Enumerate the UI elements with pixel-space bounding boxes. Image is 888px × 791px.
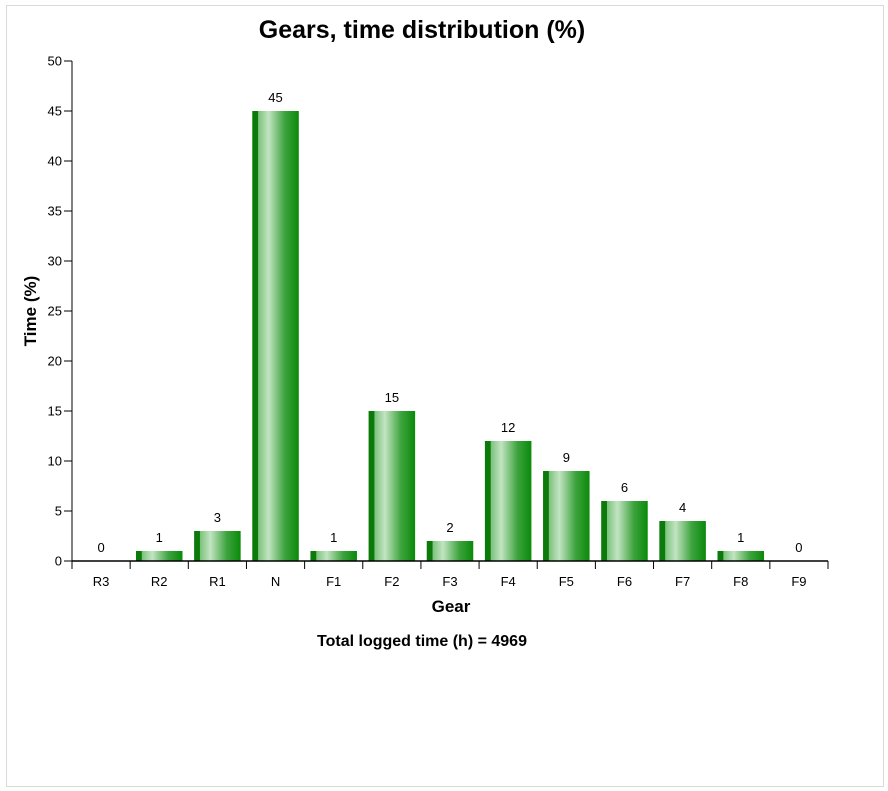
x-tick-label: R2 <box>151 574 168 589</box>
x-axis-title: Gear <box>432 597 471 616</box>
y-tick-label: 40 <box>48 154 62 169</box>
x-tick-label: R1 <box>209 574 226 589</box>
chart-frame <box>6 5 884 787</box>
data-label: 0 <box>97 540 104 555</box>
bar-f3 <box>426 541 474 561</box>
y-tick-label: 5 <box>55 504 62 519</box>
x-tick-label: N <box>271 574 280 589</box>
y-tick-label: 0 <box>55 554 62 569</box>
x-tick-label: F3 <box>442 574 457 589</box>
data-label: 3 <box>214 510 221 525</box>
x-tick-label: F9 <box>791 574 806 589</box>
data-label: 45 <box>268 90 282 105</box>
x-tick-label: F6 <box>617 574 632 589</box>
bar-f4 <box>484 441 532 561</box>
bar-f2 <box>368 411 416 561</box>
data-label: 1 <box>156 530 163 545</box>
x-tick-label: R3 <box>93 574 110 589</box>
data-label: 15 <box>385 390 399 405</box>
bar-f1 <box>310 551 357 561</box>
y-axis-title: Time (%) <box>21 276 40 347</box>
y-tick-label: 35 <box>48 204 62 219</box>
data-label: 12 <box>501 420 515 435</box>
data-label: 1 <box>330 530 337 545</box>
bar-f5 <box>543 471 590 561</box>
data-label: 0 <box>795 540 802 555</box>
total-logged-time: Total logged time (h) = 4969 <box>317 633 527 650</box>
x-tick-label: F4 <box>501 574 516 589</box>
y-tick-label: 15 <box>48 404 62 419</box>
x-tick-label: F8 <box>733 574 748 589</box>
x-tick-label: F7 <box>675 574 690 589</box>
y-tick-label: 25 <box>48 304 62 319</box>
bar-f6 <box>601 501 648 561</box>
bar-f7 <box>659 521 706 561</box>
y-tick-label: 20 <box>48 354 62 369</box>
bar-n <box>252 111 299 561</box>
data-label: 6 <box>621 480 628 495</box>
data-label: 4 <box>679 500 686 515</box>
data-label: 1 <box>737 530 744 545</box>
y-tick-label: 45 <box>48 104 62 119</box>
x-tick-label: F5 <box>559 574 574 589</box>
x-tick-label: F1 <box>326 574 341 589</box>
bar-r2 <box>135 551 183 561</box>
y-tick-label: 30 <box>48 254 62 269</box>
chart-title: Gears, time distribution (%) <box>259 16 585 44</box>
bar-f8 <box>717 551 765 561</box>
data-label: 2 <box>446 520 453 535</box>
y-tick-label: 50 <box>48 54 62 69</box>
data-label: 9 <box>563 450 570 465</box>
y-tick-label: 10 <box>48 454 62 469</box>
x-tick-label: F2 <box>384 574 399 589</box>
bar-r1 <box>194 531 241 561</box>
